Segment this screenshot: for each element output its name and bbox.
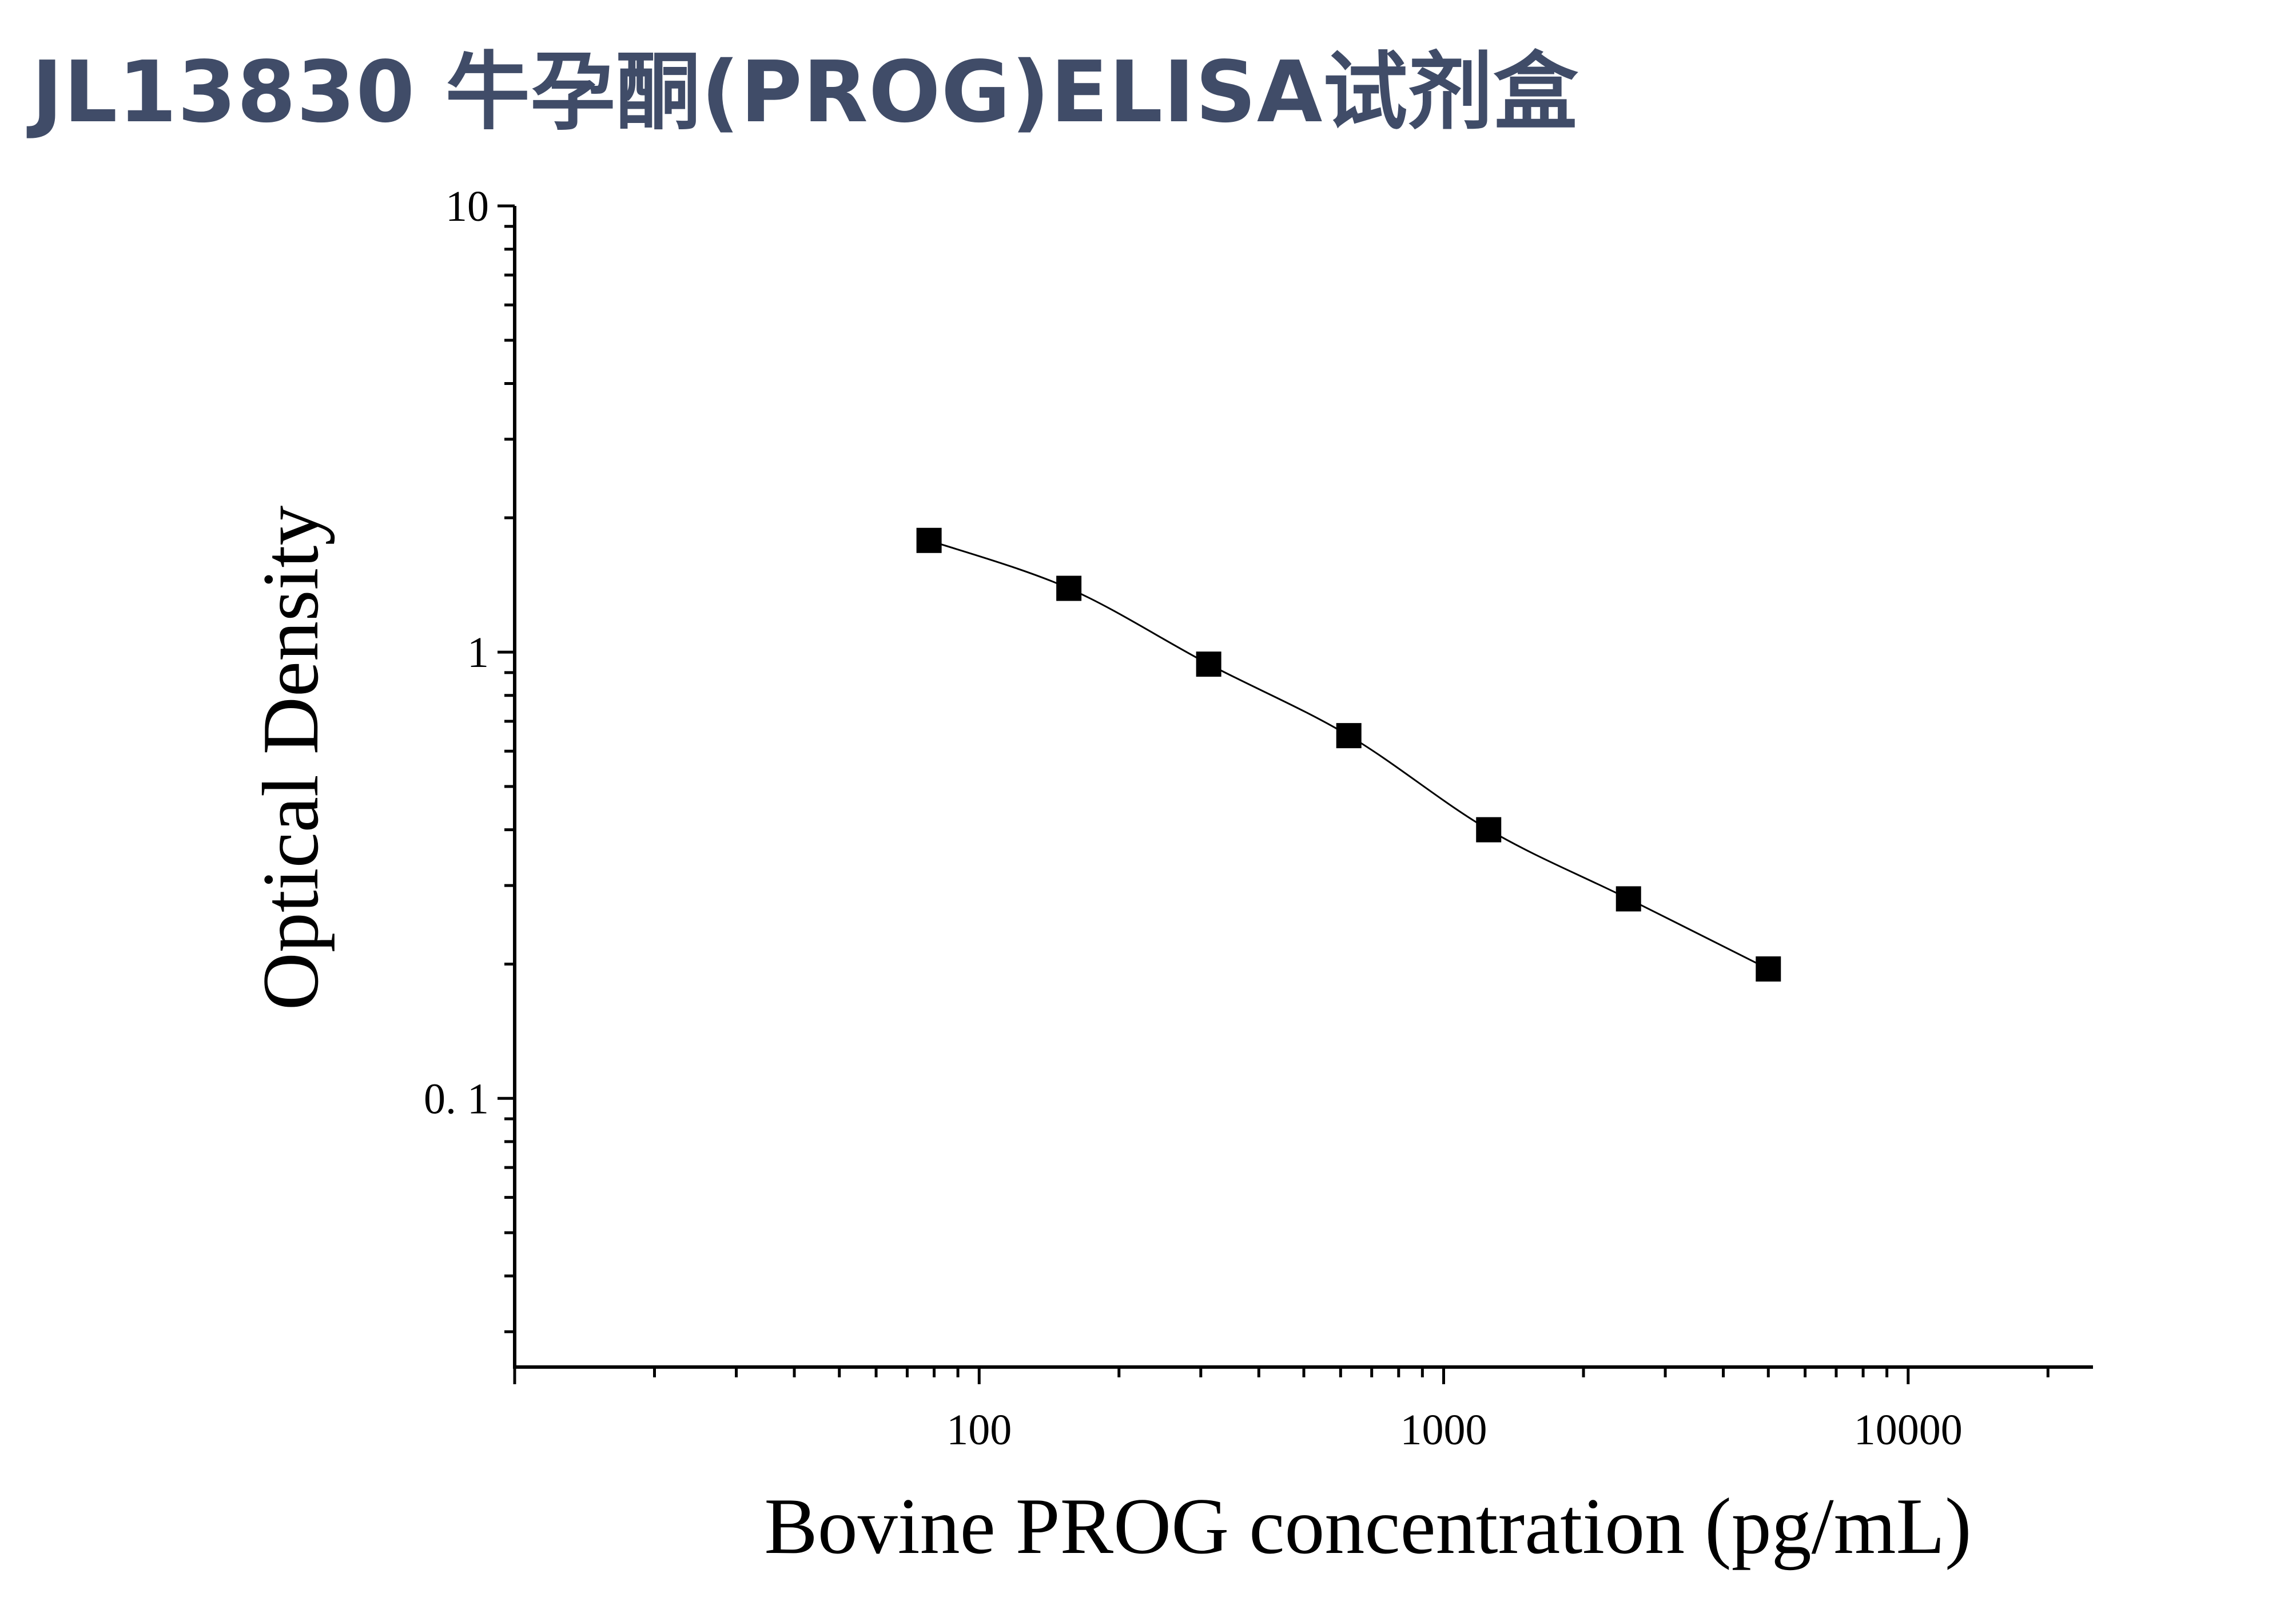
page-title: JL13830 牛孕酮(PROG)ELISA试剂盒: [31, 43, 1579, 141]
data-points: [916, 527, 1781, 982]
axes: [513, 206, 2093, 1369]
y-ticks: 10 1 0. 1: [424, 182, 515, 1333]
y-tick-label: 10: [445, 182, 489, 231]
x-ticks: 100 1000 10000: [513, 1367, 2050, 1454]
x-tick-label: 10000: [1854, 1406, 1963, 1454]
data-point: [1615, 886, 1641, 912]
data-point: [916, 527, 942, 553]
data-point: [1196, 651, 1221, 677]
x-tick-label: 1000: [1400, 1406, 1487, 1454]
y-tick-label: 1: [467, 629, 489, 677]
y-tick-label: 0. 1: [424, 1075, 489, 1123]
x-tick-label: 100: [946, 1406, 1012, 1454]
y-axis-label: Optical Density: [246, 506, 335, 1011]
data-point: [1476, 817, 1502, 843]
data-point: [1056, 575, 1082, 601]
data-point: [1756, 956, 1781, 982]
data-point: [1336, 723, 1362, 749]
x-axis-label: Bovine PROG concentration (pg/mL): [764, 1482, 1971, 1571]
fit-curve: [929, 539, 1769, 970]
